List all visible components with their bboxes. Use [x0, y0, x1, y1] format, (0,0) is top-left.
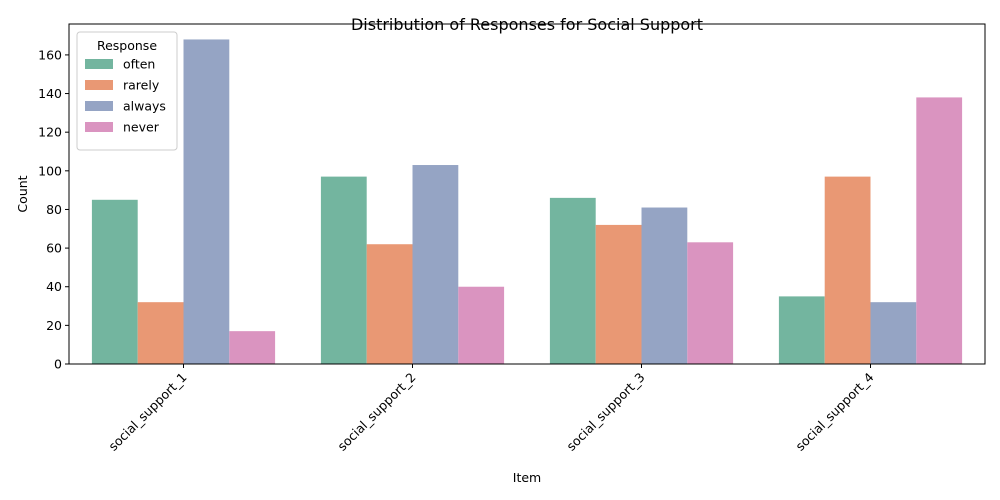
legend-swatch-rarely	[85, 80, 113, 90]
plot-frame	[68, 23, 986, 365]
legend: Response often rarely always never	[76, 31, 178, 151]
bars-group	[91, 39, 963, 365]
y-axis-label: Count	[15, 175, 30, 212]
y-tick-label: 0	[54, 357, 62, 372]
y-tick-label: 160	[38, 47, 62, 62]
legend-title: Response	[97, 38, 157, 53]
y-tick-label: 120	[38, 125, 62, 140]
bar-often-social_support_3	[549, 197, 596, 364]
legend-swatch-never	[85, 122, 113, 132]
x-axis: social_support_1 social_support_2 social_s…	[105, 364, 877, 454]
legend-label-often: often	[123, 57, 155, 72]
bar-never-social_support_2	[458, 286, 505, 364]
x-tick-label: social_support_3	[563, 370, 647, 454]
legend-swatch-always	[85, 101, 113, 111]
legend-label-always: always	[123, 99, 166, 114]
bar-often-social_support_4	[778, 296, 825, 364]
bar-rarely-social_support_1	[137, 302, 184, 364]
y-tick-label: 60	[46, 241, 62, 256]
y-tick-label: 100	[38, 163, 62, 178]
y-axis: 0 20 40 60 80 100 120 140 160	[38, 47, 69, 372]
bar-always-social_support_3	[641, 207, 688, 364]
x-tick-label: social_support_2	[334, 370, 418, 454]
bar-rarely-social_support_4	[824, 176, 871, 364]
bar-rarely-social_support_2	[366, 244, 413, 364]
x-tick-label: social_support_1	[105, 370, 189, 454]
bar-always-social_support_4	[870, 302, 917, 364]
y-tick-label: 80	[46, 202, 62, 217]
x-axis-label: Item	[513, 470, 541, 485]
bar-never-social_support_4	[916, 97, 963, 364]
bar-always-social_support_1	[183, 39, 230, 365]
y-tick-label: 140	[38, 86, 62, 101]
legend-label-rarely: rarely	[123, 78, 160, 93]
bar-rarely-social_support_3	[595, 224, 642, 364]
y-tick-label: 40	[46, 279, 62, 294]
x-tick-label: social_support_4	[792, 369, 876, 453]
bar-always-social_support_2	[412, 165, 459, 364]
bar-never-social_support_1	[229, 331, 276, 364]
legend-swatch-often	[85, 59, 113, 69]
legend-label-never: never	[123, 120, 160, 135]
bar-often-social_support_2	[320, 176, 367, 364]
bar-often-social_support_1	[91, 199, 138, 364]
bar-never-social_support_3	[687, 242, 734, 364]
y-tick-label: 20	[46, 318, 62, 333]
